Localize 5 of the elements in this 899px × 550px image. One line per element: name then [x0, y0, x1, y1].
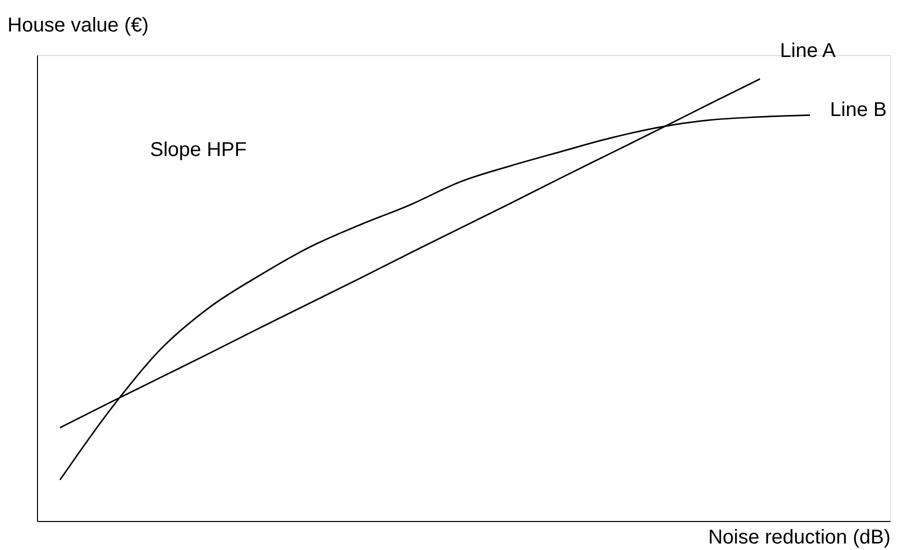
series-label: Line B [830, 99, 887, 122]
series-label: Line A [780, 40, 836, 62]
y-axis-title: House value (€) [8, 14, 149, 36]
annotation: Slope HPF [150, 139, 247, 161]
x-axis-title: Noise reduction (dB) [708, 526, 890, 548]
